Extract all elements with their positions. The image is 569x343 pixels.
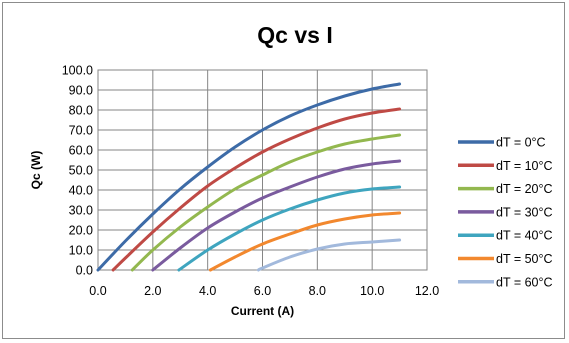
legend-item: dT = 30°C — [458, 205, 553, 219]
y-tick-label: 40.0 — [69, 184, 93, 198]
series-line-3 — [151, 159, 402, 272]
y-tick-label: 60.0 — [69, 144, 93, 158]
plot-area — [97, 69, 428, 271]
series-line-5 — [208, 211, 402, 272]
x-tick-label: 2.0 — [144, 284, 161, 298]
y-axis-ticks: 0.0 10.0 20.0 30.0 40.0 50.0 60.0 70.0 80.0 90.0 1… — [62, 64, 93, 278]
y-tick-label: 100.0 — [62, 64, 93, 78]
y-tick-label: 80.0 — [69, 104, 93, 118]
chart-title: Qc vs I — [257, 22, 332, 48]
legend-item: dT = 50°C — [458, 252, 553, 266]
legend-item: dT = 0°C — [458, 136, 546, 150]
y-axis-title: Qc (W) — [29, 151, 43, 190]
x-tick-label: 10.0 — [360, 284, 384, 298]
legend-item: dT = 20°C — [458, 182, 553, 196]
series-lines — [96, 82, 402, 272]
y-tick-label: 70.0 — [69, 124, 93, 138]
legend-item: dT = 60°C — [458, 275, 553, 289]
series-line-6 — [256, 238, 402, 272]
legend-label: dT = 50°C — [496, 252, 553, 266]
y-tick-label: 20.0 — [69, 224, 93, 238]
y-tick-label: 10.0 — [69, 244, 93, 258]
legend-label: dT = 10°C — [496, 159, 553, 173]
legend-item: dT = 10°C — [458, 159, 553, 173]
y-tick-label: 90.0 — [69, 84, 93, 98]
legend-label: dT = 0°C — [496, 136, 546, 150]
x-axis-title: Current (A) — [231, 304, 294, 318]
x-tick-label: 12.0 — [415, 284, 439, 298]
y-tick-label: 50.0 — [69, 164, 93, 178]
legend-item: dT = 40°C — [458, 229, 553, 243]
legend-label: dT = 20°C — [496, 182, 553, 196]
series-line-4 — [177, 185, 402, 272]
legend-label: dT = 30°C — [496, 205, 553, 219]
x-axis-ticks: 0.0 2.0 4.0 6.0 8.0 10.0 12.0 — [89, 284, 439, 298]
legend: dT = 0°C dT = 10°C dT = 20°C dT = 30°C dT = … — [458, 136, 553, 289]
series-line-1 — [111, 107, 402, 272]
series-line-0 — [96, 82, 402, 272]
legend-label: dT = 40°C — [496, 229, 553, 243]
x-tick-label: 8.0 — [309, 284, 326, 298]
y-tick-label: 30.0 — [69, 204, 93, 218]
legend-label: dT = 60°C — [496, 275, 553, 289]
x-tick-label: 0.0 — [89, 284, 106, 298]
series-line-2 — [130, 133, 402, 272]
y-tick-label: 0.0 — [76, 264, 93, 278]
x-tick-label: 6.0 — [254, 284, 271, 298]
x-tick-label: 4.0 — [199, 284, 216, 298]
gridlines — [97, 69, 428, 271]
